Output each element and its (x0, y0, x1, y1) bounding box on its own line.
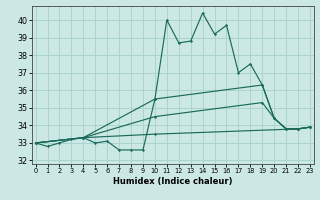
X-axis label: Humidex (Indice chaleur): Humidex (Indice chaleur) (113, 177, 233, 186)
